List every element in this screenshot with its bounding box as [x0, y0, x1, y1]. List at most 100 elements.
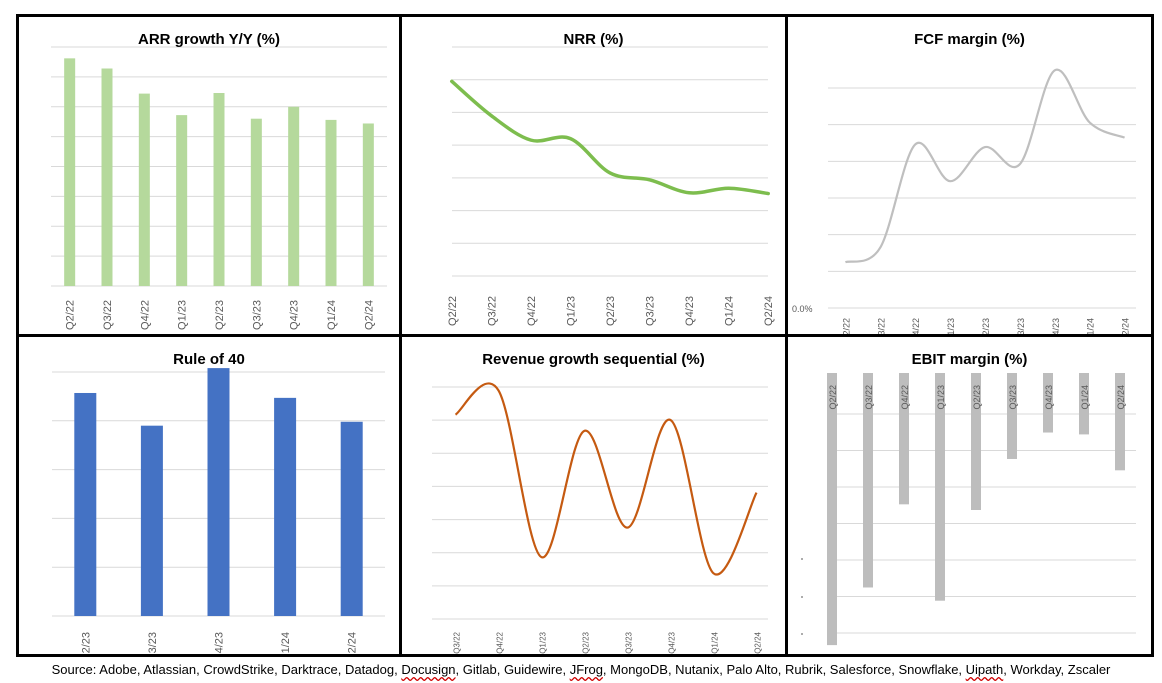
rev-xtick-label: Q2/23: [582, 631, 591, 653]
source-jfrog: JFrog: [569, 662, 603, 677]
fcf-xtick-label: Q1/24: [1086, 318, 1096, 334]
ebit-xtick-label: Q3/23: [1008, 385, 1018, 410]
ebit-bar: [863, 373, 873, 588]
arr-bar: [288, 106, 300, 286]
ebit-bar: [1079, 373, 1089, 435]
rule40-xtick-label: Q2/23: [80, 632, 92, 654]
fcf-xtick-label: Q4/22: [911, 318, 921, 334]
arr-xtick-label: Q1/23: [177, 300, 189, 330]
nrr-xtick-label: Q1/24: [724, 296, 736, 326]
arr-bar: [101, 68, 113, 286]
rev-series-line: [454, 382, 758, 576]
ebit-xtick-label: Q2/23: [972, 385, 982, 410]
arr-bar: [325, 119, 337, 287]
rev-chart-title: Revenue growth sequential (%): [482, 351, 705, 368]
nrr-xtick-label: Q2/24: [763, 296, 775, 326]
nrr-xtick-label: Q4/23: [684, 296, 696, 326]
ebit-xtick-label: Q4/23: [1044, 385, 1054, 410]
nrr-xtick-label: Q4/22: [526, 296, 538, 326]
rule40-bar: [207, 368, 230, 616]
ebit-xtick-label: Q2/22: [828, 385, 838, 410]
nrr-xtick-label: Q1/23: [565, 296, 577, 326]
arr-chart-svg: Q2/22 Q3/22 Q4/22 Q1/23 Q2/23 Q3/23 Q4/23 Q1/24…: [51, 46, 387, 330]
rev-xtick-label: Q1/23: [539, 631, 548, 653]
arr-xtick-label: Q3/22: [102, 300, 114, 330]
arr-xtick-label: Q4/22: [139, 300, 151, 330]
ebit-xtick-label: Q4/22: [900, 385, 910, 410]
chart-panel-fcf-margin: 0.0% Q2/22 Q3/22 Q4/22 Q1/23 Q2/23 Q3/23 Q4/23 Q…: [788, 17, 1151, 334]
rev-xtick-label: Q4/23: [668, 631, 677, 653]
frame-top: [16, 14, 1154, 17]
fcf-ytick-label: 0.0%: [792, 304, 813, 314]
source-mid1: , Gitlab, Guidewire,: [455, 662, 570, 677]
chart-panel-ebit-margin: Q2/22 Q3/22 Q4/22 Q1/23 Q2/23 Q3/23 Q4/23 Q1/24…: [788, 337, 1151, 654]
chart-panel-nrr: Q2/22 Q3/22 Q4/22 Q1/23 Q2/23 Q3/23 Q4/23 Q1/24…: [402, 17, 785, 334]
nrr-xtick-label: Q2/23: [605, 296, 617, 326]
ebit-chart-title: EBIT margin (%): [911, 351, 1028, 368]
rev-xtick-label: Q3/22: [453, 631, 462, 653]
rev-xtick-label: Q4/22: [496, 631, 505, 653]
source-uipath: Uipath: [965, 662, 1004, 677]
ebit-xtick-label: Q1/24: [1080, 385, 1090, 410]
nrr-xtick-label: Q2/22: [447, 296, 459, 326]
frame-divider-h: [16, 334, 1154, 337]
arr-xtick-label: Q3/23: [251, 300, 263, 330]
fcf-xtick-label: Q3/22: [876, 318, 886, 334]
rule40-chart-svg: Q2/23 Q3/23 Q4/23 Q1/24 Q2/24: [52, 368, 385, 654]
fcf-chart-title: FCF margin (%): [914, 31, 1025, 48]
rule40-bar: [74, 392, 97, 616]
ebit-xtick-label: Q2/24: [1116, 385, 1126, 410]
fcf-xtick-label: Q2/24: [1121, 318, 1131, 334]
arr-chart-title: ARR growth Y/Y (%): [138, 31, 280, 48]
rev-xtick-label: Q2/24: [754, 631, 763, 653]
nrr-series-line: [450, 79, 770, 196]
ebit-bar: [935, 373, 945, 601]
frame-bottom: [16, 654, 1154, 657]
rule40-xtick-label: Q2/24: [347, 632, 359, 654]
rule40-xtick-label: Q1/24: [280, 632, 292, 654]
ebit-chart-svg: Q2/22 Q3/22 Q4/22 Q1/23 Q2/23 Q3/23 Q4/23 Q1/24…: [801, 373, 1136, 646]
fcf-xtick-label: Q4/23: [1051, 318, 1061, 334]
ebit-bar: [1115, 373, 1125, 471]
source-prefix: Source: Adobe, Atlassian, CrowdStrike, D…: [51, 662, 402, 677]
chart-panel-rule-of-40: Q2/23 Q3/23 Q4/23 Q1/24 Q2/24 Rule of 40: [19, 337, 399, 654]
fcf-xtick-label: Q3/23: [1016, 318, 1026, 334]
arr-bar: [213, 93, 225, 286]
fcf-xtick-label: Q2/22: [841, 318, 851, 334]
ebit-xtick-label: Q1/23: [936, 385, 946, 410]
rev-chart-svg: Q3/22 Q4/22 Q1/23 Q2/23 Q3/23 Q4/23 Q1/24 Q2/24: [432, 382, 768, 654]
rule40-chart-title: Rule of 40: [173, 351, 245, 368]
arr-bar: [138, 93, 150, 286]
arr-xtick-label: Q2/22: [65, 300, 77, 330]
arr-bar: [362, 123, 374, 286]
nrr-xtick-label: Q3/22: [486, 296, 498, 326]
rule40-bar: [274, 397, 297, 616]
ebit-bar: [1043, 373, 1053, 433]
source-mid2: , MongoDB, Nutanix, Palo Alto, Rubrik, S…: [602, 662, 966, 677]
source-footnote: Source: Adobe, Atlassian, CrowdStrike, D…: [0, 662, 1162, 677]
source-suffix: , Workday, Zscaler: [1003, 662, 1111, 677]
fcf-xtick-label: Q1/23: [946, 318, 956, 334]
ebit-xtick-label: Q3/22: [864, 385, 874, 410]
nrr-chart-title: NRR (%): [563, 31, 624, 48]
source-docusign: Docusign: [401, 662, 456, 677]
fcf-series-line: [845, 68, 1125, 264]
fcf-xtick-label: Q2/23: [981, 318, 991, 334]
nrr-chart-svg: Q2/22 Q3/22 Q4/22 Q1/23 Q2/23 Q3/23 Q4/23 Q1/24…: [447, 46, 775, 326]
arr-bar: [64, 58, 76, 286]
arr-xtick-label: Q1/24: [326, 300, 338, 330]
arr-bar: [250, 118, 262, 286]
chart-panel-arr-growth: Q2/22 Q3/22 Q4/22 Q1/23 Q2/23 Q3/23 Q4/23 Q1/24…: [19, 17, 399, 334]
rule40-xtick-label: Q4/23: [214, 632, 226, 654]
ebit-bar: [827, 373, 837, 646]
fcf-chart-svg: 0.0% Q2/22 Q3/22 Q4/22 Q1/23 Q2/23 Q3/23 Q4/23 Q…: [792, 68, 1136, 334]
arr-bar: [176, 115, 188, 287]
rule40-xtick-label: Q3/23: [147, 632, 159, 654]
chart-panel-revenue-growth: Q3/22 Q4/22 Q1/23 Q2/23 Q3/23 Q4/23 Q1/24 Q2/24…: [402, 337, 785, 654]
arr-xtick-label: Q4/23: [289, 300, 301, 330]
ebit-bar: [1007, 373, 1017, 459]
rule40-bar: [340, 421, 363, 616]
rule40-bar: [140, 425, 163, 616]
rev-xtick-label: Q3/23: [625, 631, 634, 653]
arr-xtick-label: Q2/23: [214, 300, 226, 330]
